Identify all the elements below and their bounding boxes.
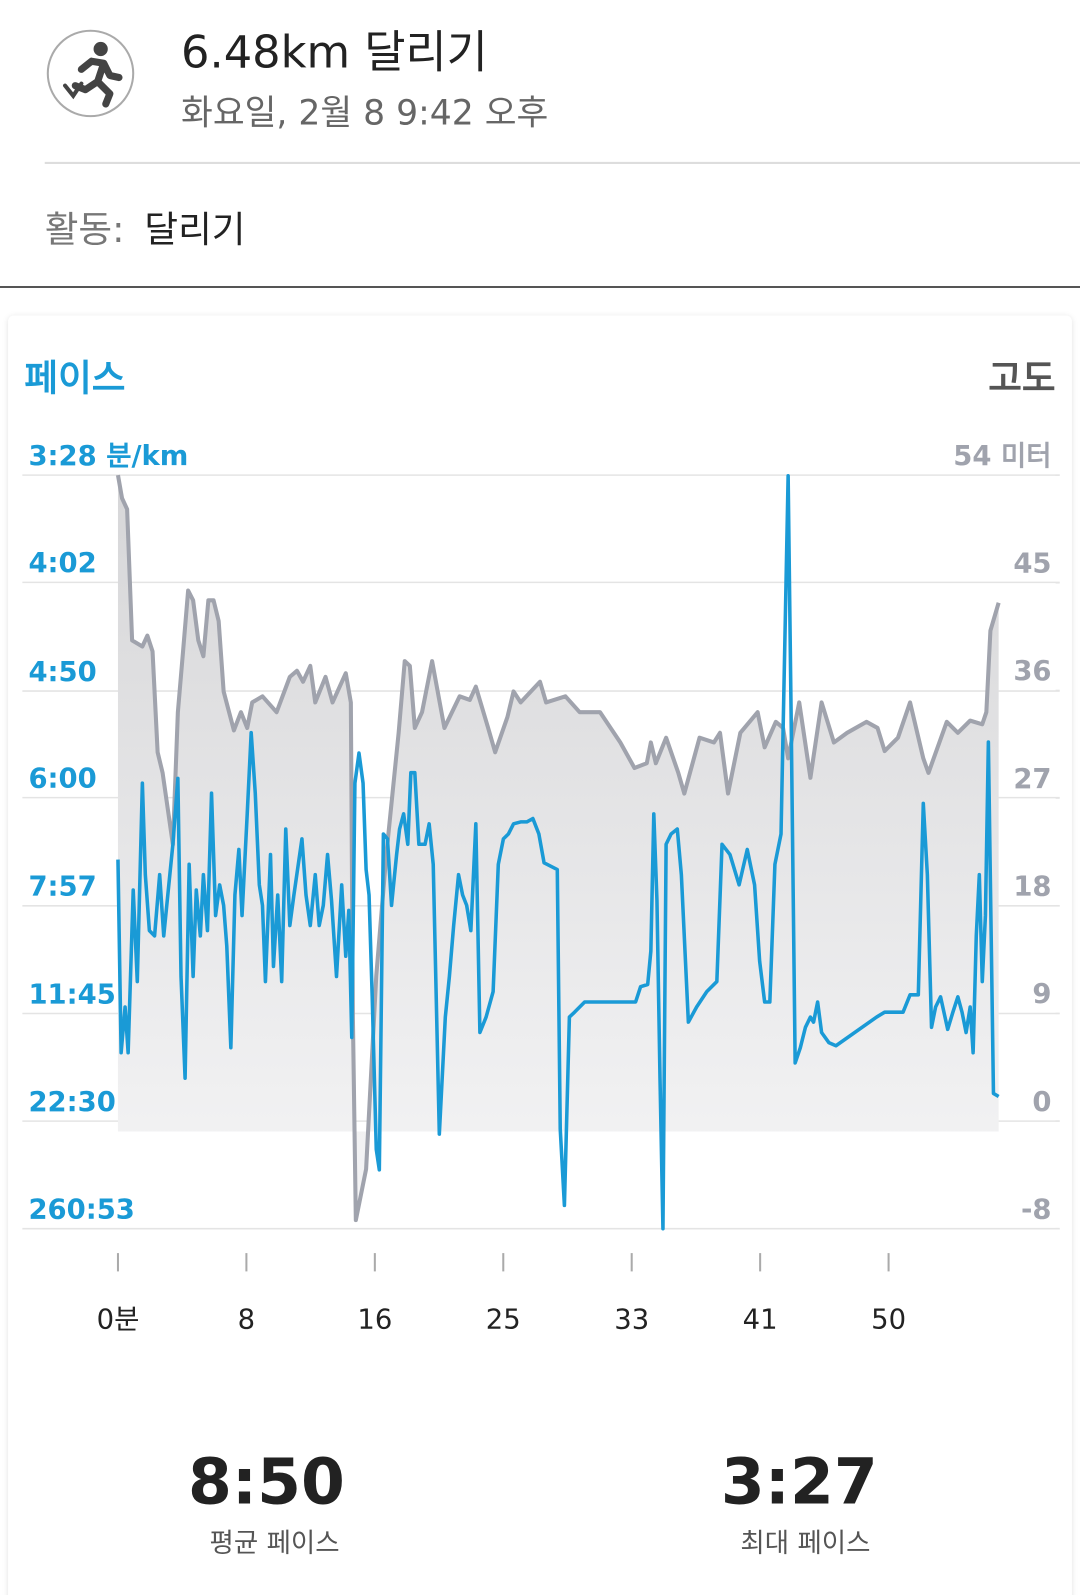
activity-icon (46, 29, 135, 118)
y-tick-label: 6:00 (28, 763, 96, 794)
activity-label: 활동: (45, 208, 125, 251)
elevation-area (117, 475, 999, 1221)
y2-tick-label: 45 (1013, 549, 1051, 580)
y-tick-label: 7:57 (28, 872, 96, 903)
x-tick-label: 41 (743, 1304, 778, 1335)
x-tick-label: 25 (486, 1304, 521, 1335)
chart: 260:53 22:30 11:45 7:57 6:00 4:50 4:02 3:28 분/k… (22, 441, 1060, 1335)
x-tick-label: 33 (614, 1304, 649, 1335)
stat-label: 최대 페이스 (740, 1528, 870, 1559)
activity-title: 6.48km 달리기 (181, 25, 488, 78)
series-label-pace: 페이스 (24, 357, 125, 400)
y2-tick-label: 27 (1013, 764, 1051, 795)
stat-label: 평균 페이스 (210, 1528, 340, 1559)
pace-line (116, 474, 1000, 1231)
stat-value: 8:50 (188, 1444, 345, 1518)
elevation-line (115, 474, 1001, 1223)
x-tick-label: 8 (238, 1304, 255, 1335)
y-tick-label: 260:53 (28, 1195, 134, 1226)
x-tick-label: 50 (871, 1304, 906, 1335)
x-tick-label: 16 (357, 1304, 392, 1335)
activity-datetime: 화요일, 2월 8 9:42 오후 (181, 93, 548, 133)
y2-tick-label: -8 (1021, 1195, 1051, 1226)
stat-value: 3:27 (721, 1444, 878, 1518)
x-tick-label: 0분 (97, 1304, 140, 1335)
y2-tick-label: 9 (1032, 979, 1051, 1010)
y2-tick-label: 0 (1032, 1087, 1051, 1118)
y-tick-label: 4:02 (28, 548, 96, 579)
y2-tick-label: 18 (1013, 872, 1051, 903)
y-tick-label: 4:50 (28, 657, 96, 688)
y-tick-label: 3:28 분/km (28, 441, 188, 472)
y2-tick-label: 54 미터 (953, 441, 1051, 472)
y-tick-label: 11:45 (28, 979, 115, 1010)
series-label-elevation: 고도 (988, 357, 1055, 400)
y-tick-label: 22:30 (28, 1087, 115, 1118)
activity-value: 달리기 (144, 208, 245, 251)
y2-tick-label: 36 (1013, 656, 1051, 687)
